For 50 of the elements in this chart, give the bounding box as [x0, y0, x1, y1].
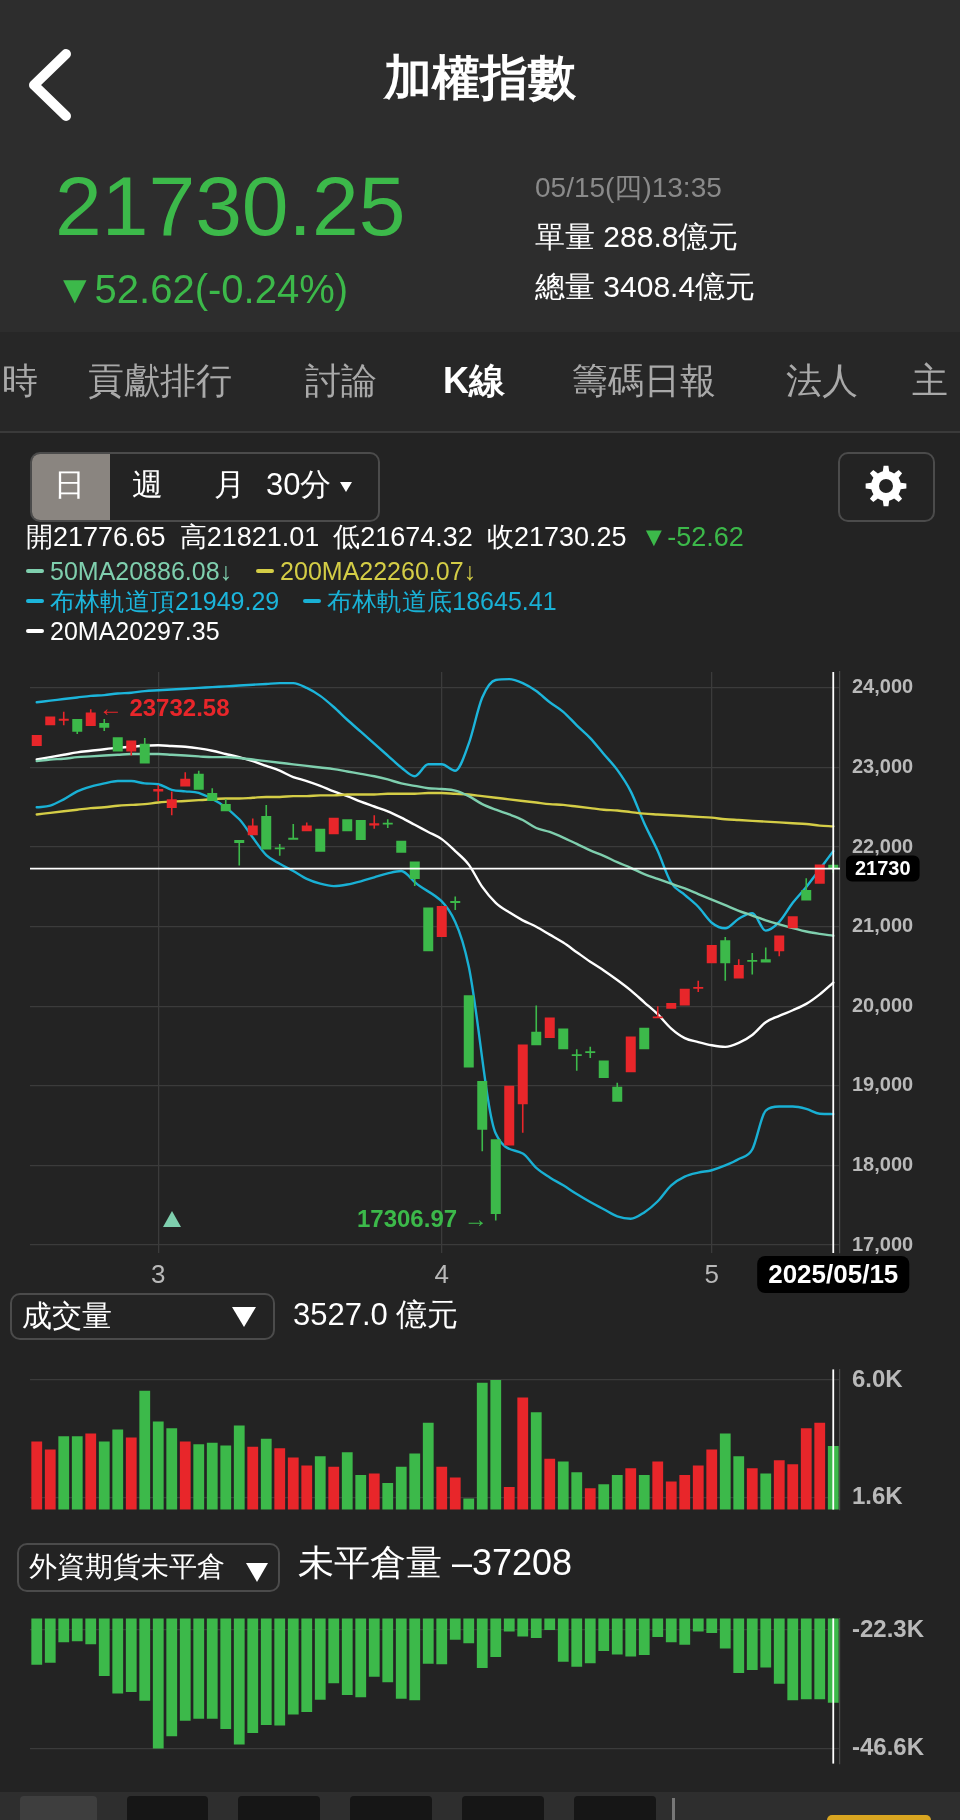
text: 成交量 — [22, 1299, 112, 1334]
text: ▼-52.62 — [640, 522, 744, 554]
text: 單量 288.8億元 — [535, 220, 739, 255]
text: 高21821.01 — [179, 522, 320, 554]
text: 30分 — [266, 467, 332, 503]
text: 貢獻排行 — [88, 360, 232, 402]
y-tick-label: 24,000 — [852, 675, 914, 698]
text: 月 — [214, 467, 245, 503]
text: 週 — [132, 467, 163, 503]
y-tick-label: -46.6K — [852, 1733, 925, 1761]
text: 外資期貨未平倉 — [29, 1551, 225, 1584]
text: ▼52.62(-0.24%) — [55, 266, 349, 312]
text: 3527.0 億元 — [293, 1297, 459, 1333]
y-tick-label: 1.6K — [852, 1482, 904, 1510]
legend-label: 50MA20886.08↓ — [50, 556, 233, 586]
y-tick-label: -22.3K — [852, 1614, 925, 1642]
legend-label: 200MA22260.07↓ — [280, 556, 477, 586]
text: 主 — [912, 360, 948, 402]
y-tick-label: 21,000 — [852, 914, 914, 937]
text: K線 — [443, 360, 505, 402]
text: 05/15(四)13:35 — [535, 172, 722, 205]
text: 未平倉量 –37208 — [298, 1542, 573, 1584]
y-tick-label: 6.0K — [852, 1364, 904, 1392]
legend-label: 布林軌道頂21949.29 — [50, 586, 280, 616]
text: 籌碼日報 — [572, 360, 716, 402]
y-tick-label: 18,000 — [852, 1152, 914, 1175]
annotation: ← 23732.58 — [98, 693, 230, 721]
y-tick-label: 19,000 — [852, 1073, 914, 1096]
legend-label: 20MA20297.35 — [50, 616, 220, 646]
text: 時 — [2, 360, 38, 402]
legend-label: 布林軌道底18645.41 — [327, 586, 557, 616]
text: 總量 3408.4億元 — [535, 270, 756, 305]
chart-title: 加權指數 — [382, 50, 577, 106]
y-tick-label: 23,000 — [852, 755, 914, 778]
text: 開21776.65 — [26, 522, 166, 554]
text: 法人 — [786, 360, 858, 402]
y-tick-label: 20,000 — [852, 993, 914, 1016]
text: 討論 — [305, 360, 377, 402]
x-tick-label: 2025/05/15 — [768, 1258, 899, 1289]
x-tick-label: 5 — [704, 1258, 719, 1289]
text: 日 — [54, 467, 85, 503]
y-tick-label: 17,000 — [852, 1232, 914, 1255]
x-tick-label: 3 — [151, 1258, 166, 1289]
text: 收21730.25 — [486, 522, 627, 554]
y-tick-label: 22,000 — [852, 834, 914, 857]
text: 低21674.32 — [333, 522, 473, 554]
ref-line-label: 21730 — [855, 857, 911, 880]
annotation: 17306.97 → — [356, 1205, 488, 1233]
x-tick-label: 4 — [434, 1258, 449, 1289]
text: 21730.25 — [55, 158, 406, 255]
